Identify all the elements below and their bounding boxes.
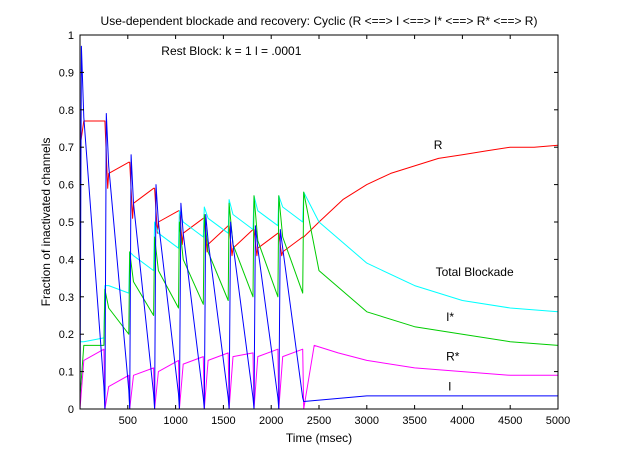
x-tick-label: 3500 [402,415,426,427]
annotation-label-istar: I* [446,310,454,324]
y-tick-label: 0.7 [59,142,74,154]
y-tick-label: 0.1 [59,367,74,379]
annotation-label-i: I [448,379,451,393]
y-axis-label: Fraction of inactivated channels [39,138,53,307]
y-tick-label: 0.2 [59,329,74,341]
y-tick-label: 0 [68,404,74,416]
annotation-label-rstar: R* [446,349,460,363]
y-tick-label: 0.8 [59,105,74,117]
annotation-layer: Rest Block: k = 1 l = .0001 R Total Blocka… [161,44,514,393]
annotation-label-r: R [434,138,443,152]
x-tick-label: 4500 [498,415,522,427]
x-tick-label: 5000 [546,415,570,427]
y-tick-label: 0.9 [59,67,74,79]
series-line-i-star [79,191,559,398]
x-tick-label: 500 [119,415,137,427]
x-tick-label: 1000 [163,415,187,427]
y-tick-label: 0.6 [59,180,74,192]
x-axis-label: Time (msec) [286,431,352,445]
y-tick-label: 0.5 [59,217,74,229]
annotation-rest-block: Rest Block: k = 1 l = .0001 [161,44,301,58]
y-tick-label: 0.4 [59,254,74,266]
chart-title: Use-dependent blockade and recovery: Cyc… [101,14,538,28]
x-tick-label: 2500 [307,415,331,427]
plot-frame [79,34,559,410]
y-tick-label: 0.3 [59,292,74,304]
tick-layer: 500 1000 1500 2000 2500 3000 3500 4000 4500 5000 0… [59,30,571,427]
y-tick-label: 1 [68,30,74,42]
annotation-label-total: Total Blockade [436,265,514,279]
x-tick-label: 4000 [450,415,474,427]
x-tick-label: 3000 [355,415,379,427]
series-line-i [79,45,558,410]
x-tick-label: 2000 [259,415,283,427]
series-layer [79,45,559,410]
x-tick-label: 1500 [211,415,235,427]
